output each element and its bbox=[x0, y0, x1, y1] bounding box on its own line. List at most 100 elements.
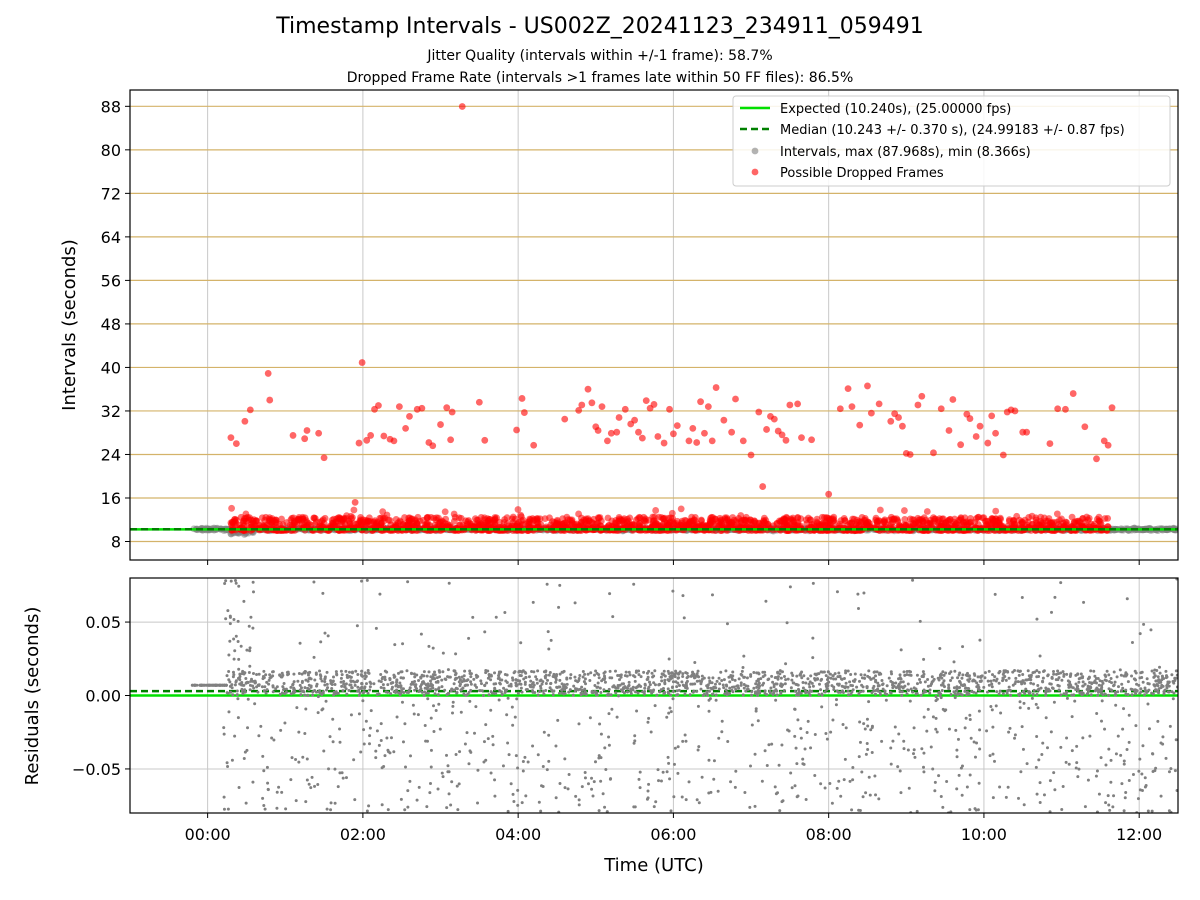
residual-point bbox=[484, 671, 488, 675]
residual-point bbox=[1032, 688, 1036, 692]
chart-subtitle-jitter: Jitter Quality (intervals within +/-1 fr… bbox=[427, 48, 773, 64]
dropped-frame-point bbox=[520, 409, 528, 416]
residual-point bbox=[610, 676, 614, 680]
residual-point bbox=[592, 673, 596, 677]
residual-point bbox=[275, 685, 279, 689]
dropped-frame-point bbox=[363, 436, 371, 444]
residual-point bbox=[956, 692, 960, 696]
dropped-frame-point bbox=[670, 520, 678, 528]
residual-point bbox=[504, 688, 508, 692]
residual-point bbox=[271, 670, 275, 674]
dropped-frame-point bbox=[999, 451, 1007, 459]
residual-point bbox=[460, 675, 464, 679]
residual-point bbox=[646, 687, 650, 691]
residual-point bbox=[1164, 676, 1168, 680]
dropped-frame-point bbox=[476, 519, 483, 527]
residual-point bbox=[364, 682, 368, 686]
residual-point bbox=[573, 689, 577, 693]
residual-point bbox=[280, 671, 284, 675]
residual-point bbox=[419, 676, 423, 680]
residual-point bbox=[332, 690, 336, 694]
dropped-frame-point bbox=[505, 522, 513, 530]
residual-point bbox=[473, 683, 477, 687]
residual-point bbox=[250, 677, 254, 681]
residual-point bbox=[558, 672, 562, 676]
residual-point bbox=[433, 692, 437, 696]
residual-point bbox=[622, 687, 626, 691]
residual-point bbox=[1014, 676, 1018, 680]
residual-point bbox=[699, 687, 703, 691]
residual-point bbox=[532, 670, 536, 674]
residual-point bbox=[342, 682, 346, 686]
residual-point bbox=[409, 682, 413, 686]
residual-point bbox=[685, 684, 689, 688]
dropped-frame-point bbox=[392, 516, 400, 523]
residual-point bbox=[707, 676, 711, 680]
dropped-frame-point bbox=[482, 521, 489, 529]
residual-point bbox=[319, 674, 323, 678]
residual-point bbox=[253, 681, 257, 685]
residual-point bbox=[427, 670, 431, 674]
residual-point bbox=[281, 685, 285, 689]
residual-point bbox=[1133, 669, 1137, 673]
residual-point bbox=[1113, 690, 1117, 694]
residual-point bbox=[450, 687, 454, 691]
residual-point bbox=[985, 690, 989, 694]
residual-point bbox=[947, 683, 951, 687]
legend-intervals-label: Intervals, max (87.968s), min (8.366s) bbox=[780, 145, 1031, 160]
residual-point bbox=[1057, 684, 1061, 688]
residual-point bbox=[625, 690, 629, 694]
dropped-frame-point bbox=[841, 517, 849, 524]
residual-point bbox=[289, 692, 293, 696]
residual-point bbox=[244, 677, 248, 681]
residual-point bbox=[1135, 682, 1139, 686]
residual-point bbox=[861, 689, 865, 693]
residual-point bbox=[938, 673, 942, 677]
residual-point bbox=[832, 685, 836, 689]
residual-point bbox=[420, 690, 424, 694]
residual-point bbox=[1001, 692, 1005, 696]
dropped-frame-point bbox=[770, 415, 778, 423]
residual-point bbox=[727, 675, 731, 679]
residual-point bbox=[914, 687, 918, 691]
residual-point bbox=[1112, 683, 1116, 687]
residual-point bbox=[634, 690, 638, 694]
residual-point bbox=[1140, 670, 1144, 674]
residual-point bbox=[695, 689, 699, 693]
residual-point bbox=[1081, 692, 1085, 696]
residual-point bbox=[831, 674, 835, 678]
dropped-frame-point bbox=[739, 437, 747, 445]
residual-point bbox=[688, 693, 692, 697]
dropped-frame-point bbox=[755, 408, 763, 416]
residual-point bbox=[695, 679, 699, 683]
dropped-frame-point bbox=[349, 514, 356, 521]
residual-point bbox=[219, 683, 223, 687]
residual-point bbox=[932, 677, 936, 681]
residual-point bbox=[819, 688, 823, 692]
residual-point bbox=[728, 686, 732, 690]
residual-point bbox=[505, 681, 509, 685]
residual-point bbox=[278, 692, 282, 696]
residual-point bbox=[926, 684, 930, 688]
residual-point bbox=[323, 683, 327, 687]
dropped-frame-point bbox=[367, 518, 375, 525]
residual-point bbox=[522, 677, 526, 681]
residual-point bbox=[1021, 672, 1025, 676]
dropped-frame-point bbox=[613, 428, 621, 436]
residual-point bbox=[809, 674, 813, 678]
dropped-frame-point bbox=[957, 441, 965, 449]
residual-point bbox=[1143, 688, 1147, 692]
residual-point bbox=[807, 691, 811, 695]
residual-point bbox=[578, 674, 582, 678]
residual-point bbox=[1156, 675, 1160, 679]
dropped-frame-point bbox=[864, 382, 871, 390]
residual-point bbox=[819, 678, 823, 682]
dropped-frame-point bbox=[618, 517, 626, 525]
residual-point bbox=[650, 671, 654, 675]
dropped-frame-point bbox=[789, 522, 797, 530]
residual-point bbox=[846, 693, 850, 697]
residual-point bbox=[713, 682, 717, 686]
dropped-frame-point bbox=[457, 514, 465, 522]
residual-point bbox=[1166, 690, 1170, 694]
